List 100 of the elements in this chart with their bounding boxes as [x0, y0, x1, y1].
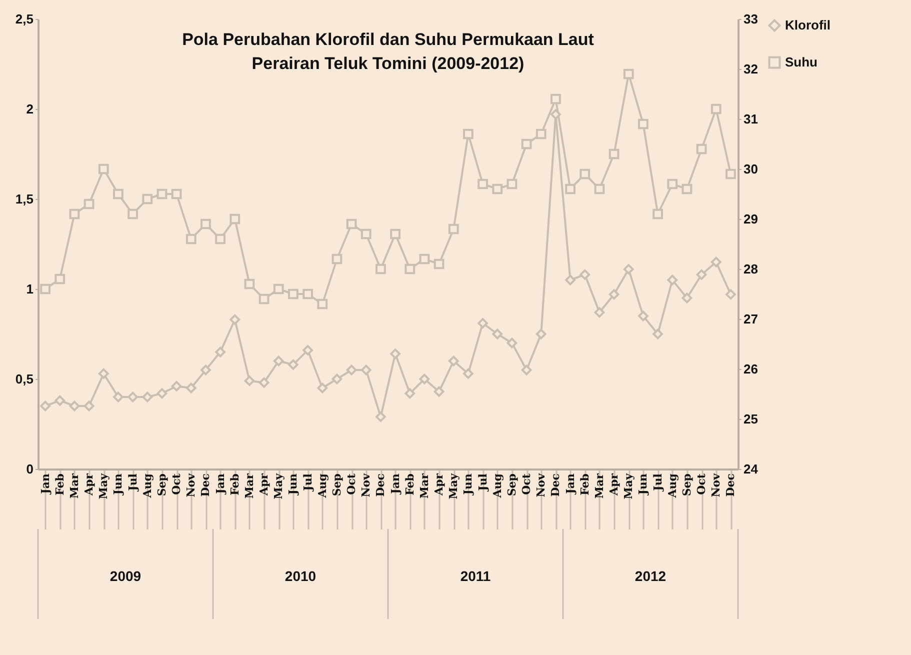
x-tick-label: Aug	[140, 473, 154, 499]
x-tick-label: May	[622, 472, 636, 500]
point	[171, 381, 182, 392]
point	[376, 412, 386, 422]
point	[652, 208, 663, 220]
x-tick-label: Jan	[214, 474, 227, 495]
y-tick-label: 1,5	[15, 192, 34, 206]
point	[710, 256, 722, 268]
point	[302, 288, 313, 300]
x-tick-label: Jun	[636, 474, 650, 496]
point	[608, 148, 620, 160]
point	[40, 284, 50, 294]
point	[54, 274, 66, 284]
x-tick-label: Jul	[126, 474, 140, 492]
point	[258, 377, 270, 388]
point	[506, 178, 518, 190]
point	[667, 178, 678, 190]
text: 2009	[110, 568, 142, 584]
point	[317, 298, 328, 310]
y2-tick-label: 25	[744, 412, 758, 426]
point	[463, 368, 474, 379]
point	[69, 208, 80, 220]
point	[726, 168, 736, 180]
x-tick-label: Dec	[549, 473, 562, 497]
point	[273, 356, 284, 366]
text: 2011	[460, 568, 491, 584]
point	[113, 392, 124, 402]
point	[215, 346, 226, 358]
point	[696, 269, 707, 280]
legend-label: Klorofil	[785, 18, 830, 32]
point	[478, 318, 488, 328]
point	[69, 400, 80, 412]
point	[98, 368, 109, 379]
point	[332, 374, 342, 384]
x-tick-label: Sep	[330, 473, 344, 496]
point	[156, 388, 168, 399]
x-tick-label: Feb	[53, 473, 66, 496]
x-tick-label: Nov	[360, 472, 373, 498]
point	[434, 386, 444, 397]
point	[492, 328, 503, 340]
point	[419, 254, 430, 264]
y2-tick-label: 24	[744, 462, 759, 476]
point	[317, 382, 328, 394]
point	[463, 128, 474, 140]
x-tick-label: Aug	[666, 473, 679, 499]
x-tick-label: Aug	[490, 473, 504, 499]
point	[710, 104, 722, 114]
point	[84, 198, 94, 210]
point	[521, 364, 532, 376]
y2-tick-label: 27	[744, 312, 758, 326]
x-tick-label: Nov	[184, 472, 198, 498]
y2-tick-label: 30	[744, 162, 758, 176]
x-tick-label: Nov	[710, 472, 723, 498]
point	[652, 328, 663, 340]
x-tick-label: Nov	[534, 472, 548, 498]
y2-tick-label: 32	[744, 62, 758, 76]
point	[186, 234, 196, 244]
x-tick-label: Jul	[651, 474, 664, 492]
point	[419, 374, 430, 384]
x-tick-label: Jan	[388, 474, 402, 495]
text: Pola Perubahan Klorofil dan Suhu Permukaan Laut	[182, 30, 594, 49]
x-tick-label: Feb	[578, 473, 592, 496]
x-tick-label: Mar	[592, 473, 606, 499]
point	[580, 269, 590, 280]
point	[360, 364, 372, 376]
point	[98, 164, 109, 174]
point	[565, 274, 576, 286]
point	[682, 184, 692, 194]
point	[638, 118, 648, 130]
x-tick-label: Jul	[301, 474, 314, 492]
point	[244, 278, 255, 290]
point	[682, 292, 692, 304]
point	[536, 328, 546, 340]
point	[230, 214, 240, 224]
x-tick-label: Dec	[724, 473, 738, 497]
point	[726, 289, 736, 300]
x-tick-label: Mar	[68, 473, 81, 499]
y-tick-label: 1	[26, 282, 34, 296]
point	[156, 188, 168, 200]
point	[638, 310, 648, 322]
point	[390, 348, 400, 359]
x-tick-label: May	[97, 472, 110, 500]
x-tick-label: Feb	[403, 473, 416, 496]
y2-tick-label: 28	[744, 262, 758, 276]
x-tick-label: Jul	[476, 474, 490, 492]
y-tick-label: 2	[26, 102, 34, 116]
point	[492, 184, 503, 194]
x-tick-label: Apr	[608, 473, 621, 497]
point	[113, 188, 124, 200]
point	[40, 400, 50, 412]
point	[376, 264, 386, 274]
point	[200, 364, 211, 376]
point	[478, 178, 488, 190]
x-tick-label: Sep	[505, 473, 518, 496]
point	[623, 68, 634, 80]
x-tick-label: Apr	[258, 473, 271, 497]
point	[244, 376, 255, 386]
x-tick-label: Feb	[228, 473, 242, 496]
x-tick-label: Aug	[316, 473, 329, 499]
point	[434, 258, 444, 270]
